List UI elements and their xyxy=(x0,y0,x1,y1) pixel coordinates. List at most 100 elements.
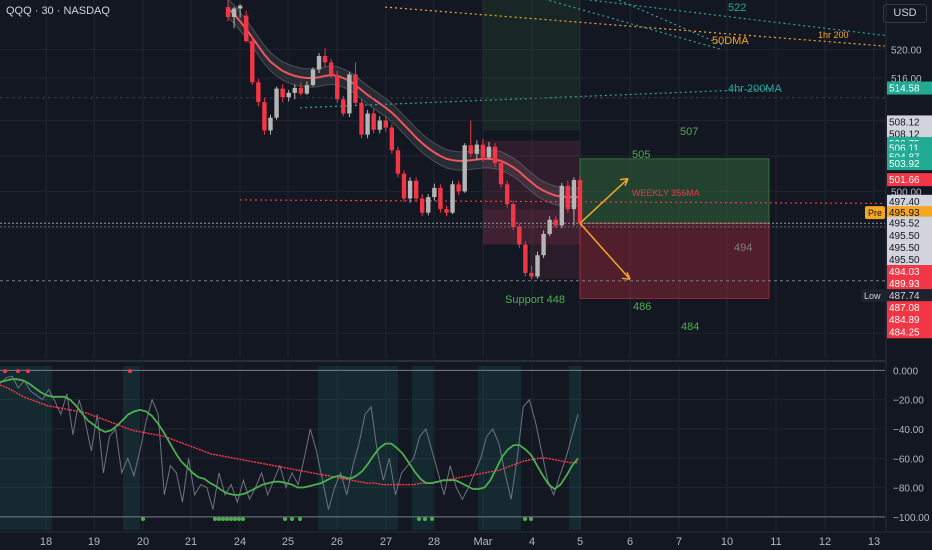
level-label: 486 xyxy=(633,301,651,313)
osc-signal-dot xyxy=(298,517,302,522)
candle-body xyxy=(438,187,443,210)
arrowhead-up xyxy=(619,177,629,186)
candle-body xyxy=(231,8,237,18)
candle-body xyxy=(225,7,231,18)
candle-body xyxy=(286,92,291,98)
price-label-bg xyxy=(887,240,932,254)
oscillator-pane[interactable] xyxy=(0,366,885,530)
time-tick-label: 5 xyxy=(577,536,583,548)
candle-body xyxy=(359,102,364,135)
osc-signal-dot xyxy=(423,517,427,522)
price-pane[interactable]: 522 50DMA 1hr 200 4hr 200MA WEEKLY 356MA Supp… xyxy=(0,0,932,362)
level-label: 522 xyxy=(728,2,746,14)
price-label-prefix-bg xyxy=(861,289,885,303)
candle-body xyxy=(444,209,449,213)
candle-body xyxy=(347,74,352,114)
price-label: 501.66 xyxy=(889,175,920,186)
price-label: 494.03 xyxy=(889,267,920,278)
candle-body xyxy=(407,180,413,199)
level-label: 505 xyxy=(632,149,650,161)
arrow-up xyxy=(579,178,629,224)
candle-body xyxy=(322,56,328,63)
osc-signal-dot-red xyxy=(128,369,132,374)
candle-body xyxy=(256,82,261,103)
level-label: 50DMA xyxy=(712,35,749,47)
osc-tick-label: −20.00 xyxy=(893,396,924,407)
osc-signal-dot-red xyxy=(26,369,30,374)
price-tick-label: 520.00 xyxy=(891,46,922,57)
candle-body xyxy=(420,198,425,213)
target-box-short xyxy=(579,222,770,299)
price-label: 495.50 xyxy=(889,231,920,242)
price-label-prefix-bg xyxy=(865,206,885,220)
price-label: 484.89 xyxy=(889,315,920,326)
osc-tick-label: −100.00 xyxy=(893,513,930,524)
candle-body xyxy=(559,185,564,226)
candle-body xyxy=(547,219,552,234)
osc-signal-dot xyxy=(217,517,221,522)
osc-signal-dot xyxy=(221,517,225,522)
candle-body xyxy=(462,145,467,192)
osc-signal-dot xyxy=(237,517,241,522)
candle-body xyxy=(577,180,583,224)
level-label: 4hr 200MA xyxy=(728,83,782,95)
level-label: 1hr 200 xyxy=(818,30,849,40)
candle-body xyxy=(250,41,255,83)
candle-body xyxy=(280,88,285,98)
price-label-bg xyxy=(887,194,932,208)
osc-signal-dot xyxy=(233,517,237,522)
candle-body xyxy=(523,244,528,273)
osc-signal-dot xyxy=(225,517,229,522)
candle-body xyxy=(565,185,571,210)
osc-signal-dot xyxy=(417,517,421,522)
level-label: 507 xyxy=(680,126,698,138)
candle-body xyxy=(371,113,376,130)
time-tick-label: 24 xyxy=(234,536,246,548)
time-tick-label: 10 xyxy=(721,536,733,548)
osc-tick-label: −80.00 xyxy=(893,484,924,495)
osc-signal-dot xyxy=(241,517,245,522)
price-label-bg xyxy=(887,289,932,303)
candle-body xyxy=(498,163,504,185)
osc-signal-dot xyxy=(290,517,294,522)
osc-raw-line xyxy=(0,375,579,510)
candle-body xyxy=(310,69,316,86)
line-teal-steep xyxy=(616,0,726,47)
price-label-bg xyxy=(887,157,932,171)
candle-body xyxy=(511,204,516,227)
price-label-bg xyxy=(887,277,932,291)
price-label: 508.12 xyxy=(889,117,920,128)
osc-signal-dot xyxy=(229,517,233,522)
price-label: 495.50 xyxy=(889,243,920,254)
time-axis[interactable]: 18 19 20 21 24 25 26 27 28 Mar 4 5 6 7 10 11 12 13 xyxy=(0,531,932,550)
candle-body xyxy=(383,120,388,128)
price-label-bg xyxy=(887,301,932,315)
osc-signal-dot xyxy=(529,517,533,522)
price-label: 495.50 xyxy=(889,255,920,266)
time-axis-bg xyxy=(0,532,932,550)
time-tick-label: 20 xyxy=(137,536,149,548)
price-label-bg xyxy=(887,325,932,339)
price-label-prefix: Pre xyxy=(868,208,882,218)
candle-body xyxy=(492,146,498,164)
price-axis[interactable]: 520.00516.00500.00480.00514.58508.12508.… xyxy=(861,0,932,550)
time-tick-label: 19 xyxy=(88,536,100,548)
candle-body xyxy=(571,180,577,210)
currency-button[interactable]: USD xyxy=(883,4,927,23)
price-label-prefix: Low xyxy=(864,291,881,301)
time-tick-label: Mar xyxy=(474,536,493,548)
osc-zone xyxy=(0,366,52,530)
osc-signal-dot xyxy=(213,517,217,522)
candle-body xyxy=(262,102,267,131)
candle-body xyxy=(304,85,310,94)
time-tick-label: 7 xyxy=(676,536,682,548)
osc-signal-dot-red xyxy=(3,369,7,374)
price-label-bg xyxy=(887,115,932,129)
candle-body xyxy=(353,74,358,103)
time-tick-label: 26 xyxy=(331,536,343,548)
price-label-bg xyxy=(887,206,932,220)
candle-body xyxy=(395,150,401,174)
candle-body xyxy=(335,75,340,100)
candle-body xyxy=(413,180,419,199)
